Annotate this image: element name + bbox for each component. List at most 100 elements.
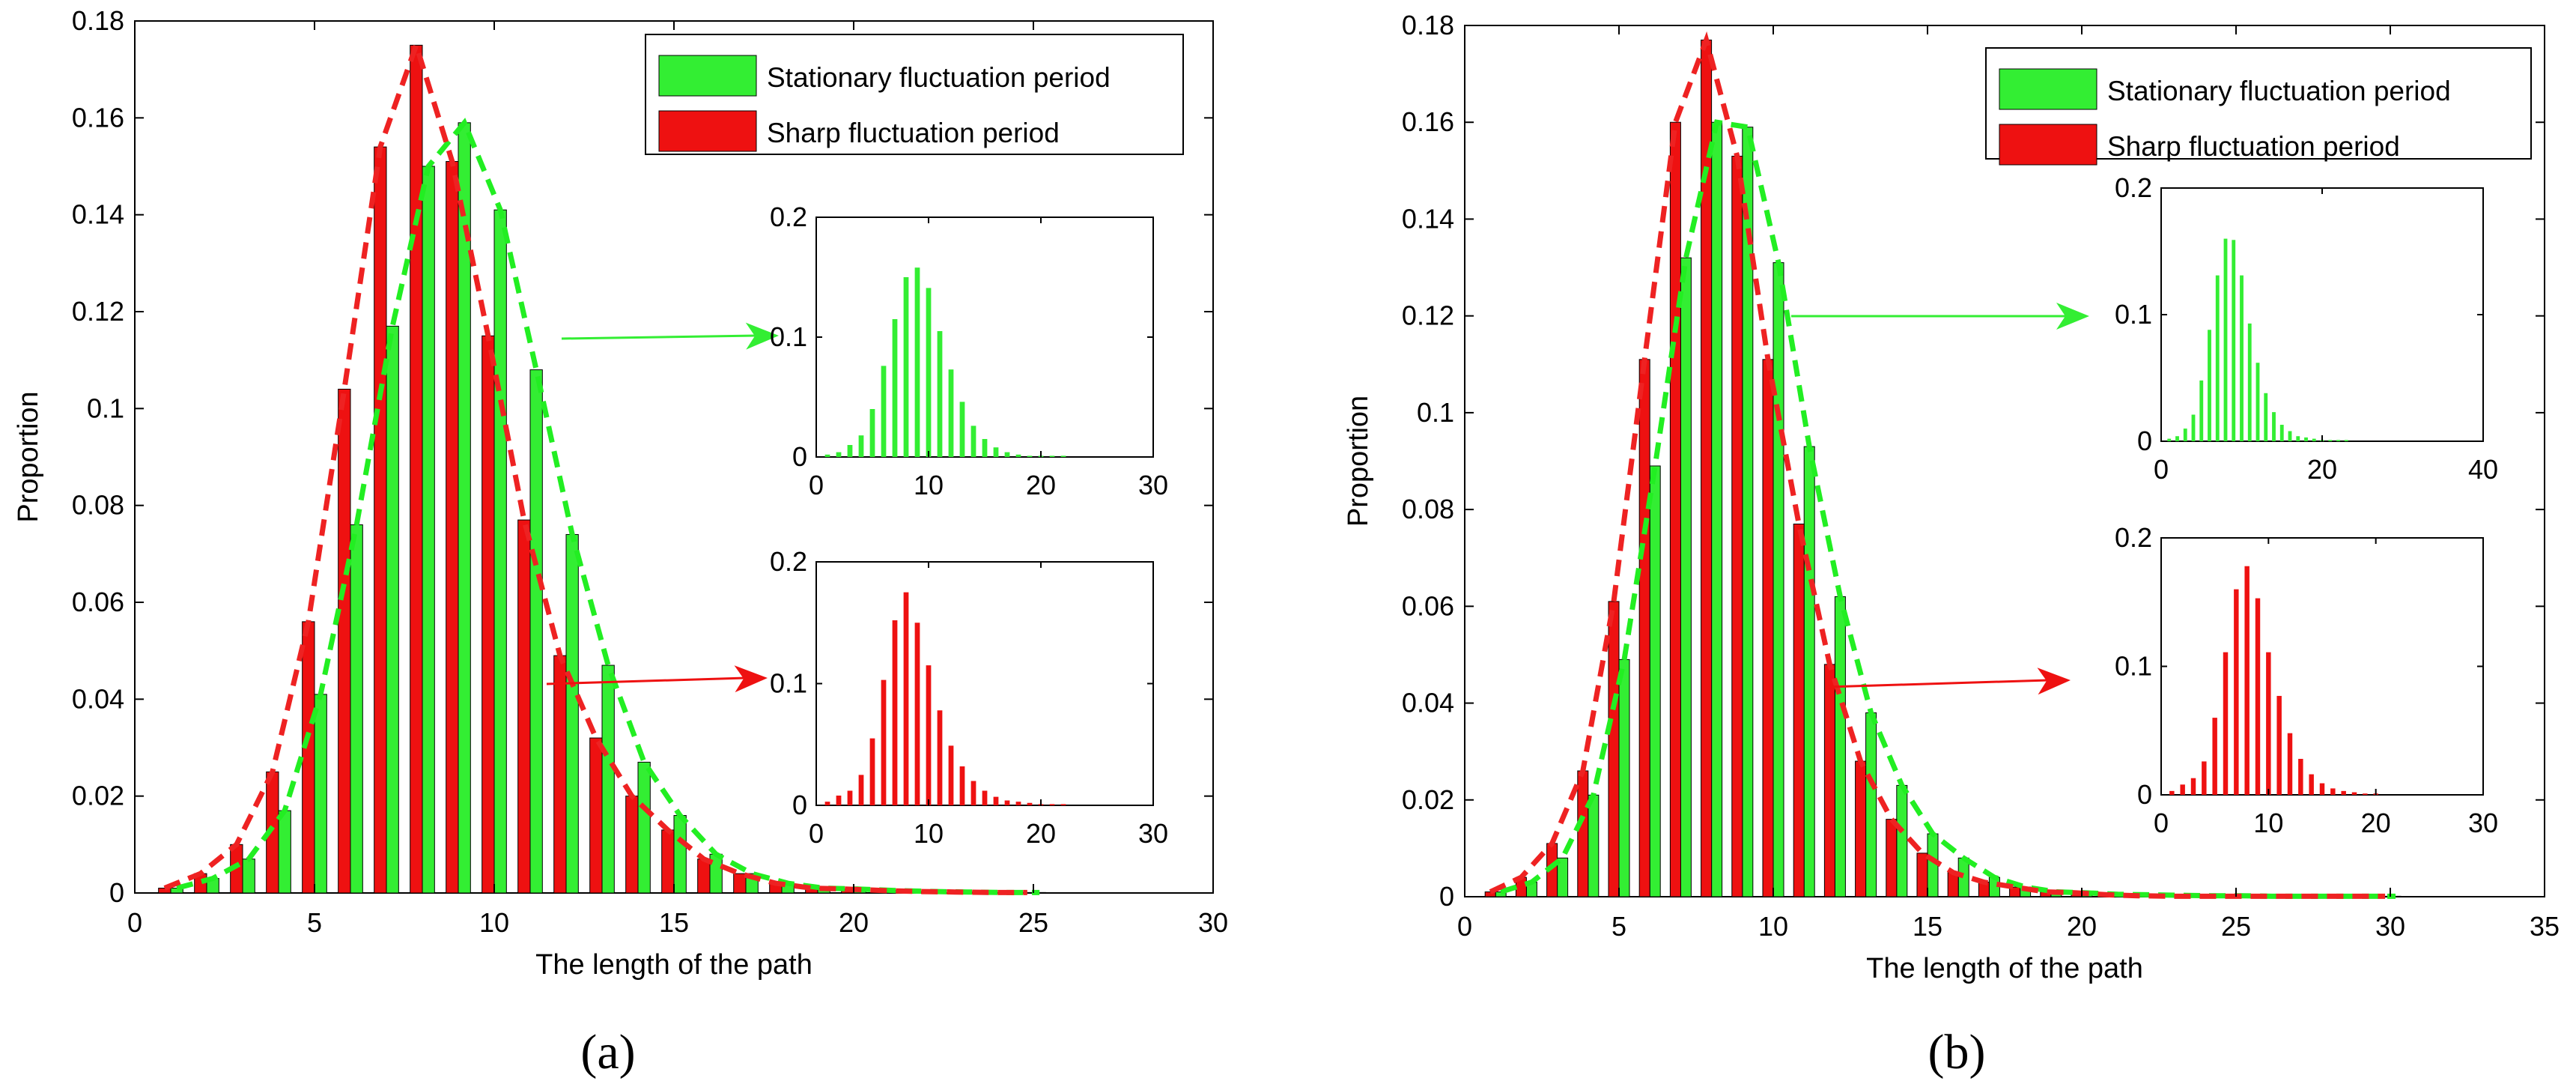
sharp-inset-arrow [1826,667,2071,695]
inset-bar [2296,436,2300,441]
inset-bar [881,679,887,805]
inset-bar [2279,425,2284,441]
inset-bar [2309,774,2314,795]
y-tick-label: 0.14 [72,199,124,230]
arrow-shaft [546,676,746,685]
inset-bar [2264,393,2268,441]
y-tick-label: 0.02 [72,781,124,811]
stationary-bar [314,694,327,894]
x-tick-label: 25 [1018,907,1048,938]
stationary-inset: 0 20 40 0 0.1 0.2 [2115,172,2498,485]
inset-bar [2336,440,2340,441]
stationary-bar [673,815,687,894]
y-tick-label: 0.04 [72,683,124,714]
inset-bar [2319,783,2325,795]
panel-a: 0 5 10 15 20 25 30 0 0.02 0.04 0.06 0.08 0.1 0.12 0.14… [13,5,1228,1080]
inset-bar [2175,436,2179,441]
stationary-bar [1896,784,1908,897]
inset-bar [2191,414,2196,441]
y-tick-label: 0.04 [1402,688,1454,718]
inset-bar [2223,652,2229,795]
inset-bar [948,369,954,457]
sharp-bar [410,44,423,894]
inset-x-tick-label: 30 [1138,470,1168,500]
stationary-bar [1834,596,1846,897]
inset-bar [993,796,999,805]
inset-bar [869,738,875,805]
inset-bar [2232,240,2236,441]
sharp-bar [661,829,675,894]
inset-bar [2255,363,2260,441]
inset-bar [2272,412,2276,441]
inset-bar [824,454,830,457]
sharp-bar [697,859,711,894]
sharp-bar [1638,359,1650,897]
inset-bar [2363,793,2368,795]
inset-bar [982,790,988,805]
inset-y-tick-label: 0.2 [2115,172,2152,203]
arrow-head [734,665,768,693]
inset-x-tick-label: 20 [2361,808,2391,838]
stationary-bar [1803,446,1815,897]
sharp-bar [446,161,459,894]
inset-bar [993,447,999,457]
stationary-trend-line [1500,119,2396,899]
sharp-inset: 0 10 20 30 0 0.1 0.2 [770,546,1168,849]
x-tick-label: 20 [839,907,869,938]
inset-bar [824,802,830,805]
inset-bar [2167,438,2172,441]
inset-bar [2244,566,2250,795]
x-tick-label: 0 [127,907,142,938]
sharp-bar [338,388,351,894]
sharp-inset-arrow [546,665,768,693]
inset-bar [836,796,842,805]
legend: Stationary fluctuation period Sharp fluct… [1985,47,2532,166]
y-tick-label: 0.18 [72,5,124,36]
y-tick-label: 0.1 [1417,397,1454,428]
stationary-bar [1865,712,1877,897]
inset-bar [892,319,898,457]
panel-label: (b) [1928,1025,1986,1080]
x-tick-label: 5 [307,907,322,938]
arrow-head [2056,303,2089,330]
inset-x-tick-label: 20 [1026,470,1056,500]
inset-y-tick-label: 0.1 [2115,651,2152,682]
x-tick-label: 10 [1758,911,1788,942]
x-axis-label: The length of the path [1866,953,2143,984]
y-tick-label: 0.06 [72,587,124,617]
inset-bar [2208,330,2211,441]
inset-bar [1004,452,1010,457]
x-tick-label: 5 [1611,911,1626,942]
sharp-inset: 0 10 20 30 0 0.1 0.2 [2115,522,2498,838]
inset-bar [2328,440,2333,441]
inset-x-tick-label: 40 [2468,454,2498,485]
x-tick-label: 0 [1457,911,1472,942]
inset-bar [1027,802,1033,805]
legend-label-stationary: Stationary fluctuation period [2107,76,2451,106]
sharp-bar [1886,819,1898,897]
stationary-inset: 0 10 20 30 0 0.1 0.2 [770,202,1168,500]
inset-bar [2344,440,2348,441]
x-tick-label: 15 [1913,911,1942,942]
y-tick-label: 0.06 [1402,590,1454,621]
stationary-bar [601,664,615,894]
stationary-bar [1618,658,1630,897]
stationary-bar [422,166,435,894]
inset-y-tick-label: 0.2 [2115,522,2152,553]
inset-y-tick-label: 0.1 [770,321,807,352]
inset-y-tick-label: 0.1 [770,668,807,699]
sharp-bar [517,519,531,894]
x-tick-label: 30 [2375,911,2405,942]
inset-y-tick-label: 0 [792,441,807,472]
stationary-bar [637,761,651,894]
stationary-bar [278,810,291,894]
sharp-bar [1793,523,1805,897]
inset-bar [858,775,864,805]
inset-bar [836,452,842,457]
inset-bar [2202,761,2207,795]
inset-bar [2304,437,2308,441]
x-tick-label: 15 [659,907,689,938]
sharp-bar [302,621,315,894]
inset-bar [2351,792,2357,795]
legend-swatch-sharp [658,110,757,152]
